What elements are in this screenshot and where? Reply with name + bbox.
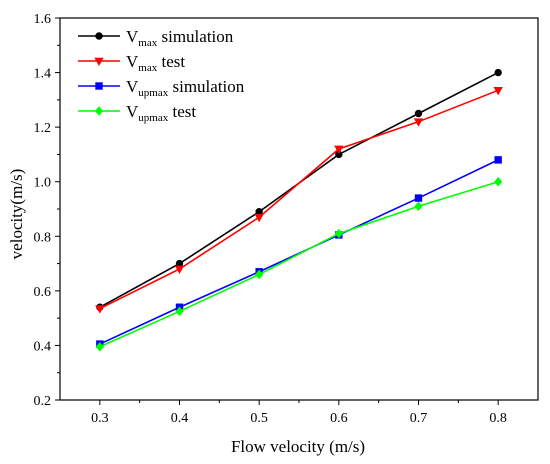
legend-subscript: max (138, 37, 157, 49)
legend-base: V (126, 52, 139, 71)
y-axis-ticks: 0.2 0.4 0.6 0.8 1.0 1.2 1.4 1.6 (34, 12, 60, 409)
x-axis-ticks: 0.3 0.4 0.5 0.6 0.7 0.8 (91, 400, 507, 426)
legend-subscript: max (138, 62, 157, 74)
legend-suffix: simulation (157, 27, 234, 46)
x-tick-label: 0.8 (489, 411, 507, 426)
series-line (99, 159, 499, 345)
legend-label: Vupmax test (126, 102, 196, 124)
y-tick-label: 1.0 (34, 176, 52, 191)
legend-label: Vmax simulation (126, 27, 234, 49)
legend-item: Vupmax test (78, 102, 196, 124)
data-point (174, 265, 185, 275)
data-point (494, 156, 502, 164)
legend-item: Vmax test (78, 52, 185, 74)
legend-subscript: upmax (138, 112, 168, 124)
plot-frame (59, 17, 539, 401)
series-line (99, 180, 499, 348)
data-point (414, 109, 423, 118)
data-point (494, 68, 502, 77)
data-point (175, 306, 184, 317)
data-point (414, 194, 423, 202)
legend-suffix: test (157, 52, 185, 71)
series-line (99, 71, 499, 308)
data-point (494, 176, 503, 187)
data-point (334, 145, 344, 154)
x-tick-label: 0.4 (171, 411, 189, 426)
y-tick-label: 1.2 (34, 121, 52, 136)
legend-suffix: test (168, 102, 196, 121)
data-point (255, 269, 264, 280)
series-2 (96, 156, 502, 348)
x-axis-label: Flow velocity (m/s) (231, 437, 365, 456)
series-line (99, 89, 499, 310)
y-tick-label: 0.6 (34, 285, 52, 300)
legend-marker (94, 57, 104, 67)
series-layer (95, 68, 503, 352)
legend-item: Vupmax simulation (78, 77, 245, 99)
legend-suffix: simulation (168, 77, 245, 96)
legend-base: V (126, 27, 139, 46)
plot-area (59, 17, 539, 401)
y-tick-label: 0.4 (34, 339, 52, 354)
legend-label: Vupmax simulation (126, 77, 245, 99)
data-point (413, 118, 424, 127)
legend-marker (94, 106, 104, 116)
legend-marker (95, 82, 103, 90)
data-point (95, 305, 105, 314)
y-tick-label: 0.2 (34, 394, 52, 409)
y-tick-label: 1.6 (34, 12, 52, 27)
legend-subscript: upmax (138, 87, 168, 99)
series-3 (95, 176, 503, 352)
legend-base: V (126, 102, 139, 121)
legend-marker (95, 32, 103, 40)
legend-label: Vmax test (126, 52, 185, 74)
data-point (334, 228, 343, 239)
x-tick-label: 0.7 (410, 411, 428, 426)
y-axis-label: velocity(m/s) (7, 169, 26, 260)
legend-item: Vmax simulation (78, 27, 234, 49)
data-point (414, 201, 423, 212)
data-point (493, 87, 503, 96)
x-tick-label: 0.6 (330, 411, 348, 426)
x-tick-label: 0.5 (250, 411, 268, 426)
y-tick-label: 0.8 (34, 230, 52, 245)
y-tick-label: 1.4 (34, 67, 52, 82)
x-tick-label: 0.3 (91, 411, 109, 426)
series-0 (96, 68, 502, 311)
data-point (95, 342, 104, 352)
legend-base: V (126, 77, 139, 96)
data-point (254, 213, 264, 223)
series-1 (95, 87, 503, 314)
